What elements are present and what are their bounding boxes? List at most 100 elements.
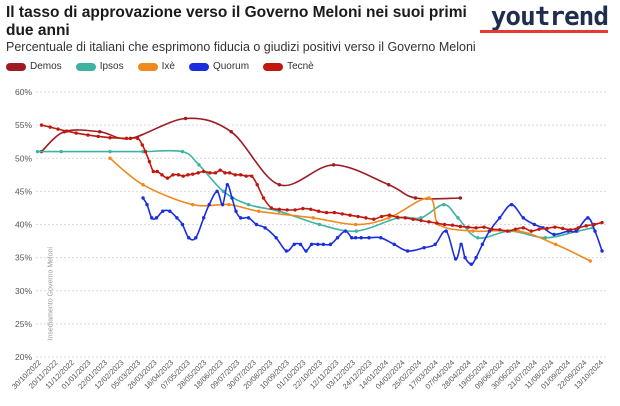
data-point-quorum: [379, 236, 383, 240]
data-point-quorum: [463, 255, 467, 260]
data-point-tecn: [387, 213, 392, 217]
data-point-quorum: [487, 229, 492, 233]
data-point-tecn: [316, 209, 321, 213]
data-point-quorum: [574, 229, 578, 233]
data-point-tecn: [505, 229, 510, 233]
data-point-demos: [183, 116, 188, 121]
data-point-quorum: [509, 202, 514, 207]
data-point-quorum: [521, 216, 526, 220]
data-point-tecn: [151, 169, 156, 174]
data-point-quorum: [292, 242, 296, 247]
data-point-tecn: [584, 224, 589, 228]
data-point-tecn: [435, 221, 439, 225]
data-point-tecn: [490, 227, 494, 231]
legend-item-quorum: Quorum: [188, 61, 250, 72]
data-point-quorum: [459, 242, 463, 247]
inauguration-annotation: Insediamento Governo Meloni: [48, 247, 55, 341]
data-point-tecn: [227, 171, 232, 175]
data-point-ix: [190, 202, 195, 207]
data-point-quorum: [201, 216, 206, 220]
data-point-tecn: [553, 225, 557, 229]
data-point-tecn: [450, 223, 455, 227]
data-point-demos: [331, 163, 336, 167]
data-point-tecn: [411, 217, 415, 221]
data-point-tecn: [171, 173, 175, 177]
data-point-quorum: [392, 242, 396, 247]
data-point-tecn: [48, 125, 52, 129]
y-tick-label: 55%: [15, 120, 32, 130]
data-point-tecn: [238, 173, 243, 177]
data-point-tecn: [65, 129, 69, 133]
data-point-tecn: [155, 169, 159, 174]
logo-underline: [480, 30, 608, 33]
data-point-quorum: [298, 242, 303, 247]
data-point-quorum: [367, 236, 371, 240]
data-point-ipsos: [221, 189, 226, 194]
data-point-quorum: [238, 216, 243, 220]
data-point-quorum: [180, 222, 185, 227]
data-point-ipsos: [317, 222, 322, 227]
y-tick-label: 35%: [15, 253, 32, 263]
data-point-demos: [229, 130, 233, 134]
chart-legend: Demos Ipsos Ixè Quorum Tecnè: [6, 61, 314, 72]
data-point-tecn: [165, 176, 170, 180]
data-point-quorum: [304, 249, 308, 253]
chart-subtitle: Percentuale di italiani che esprimono fi…: [6, 40, 476, 54]
y-tick-label: 40%: [15, 220, 32, 230]
data-point-quorum: [263, 226, 267, 230]
data-point-tecn: [124, 136, 129, 141]
data-point-tecn: [403, 216, 407, 220]
data-point-tecn: [244, 174, 248, 178]
data-point-quorum: [194, 236, 198, 240]
data-point-tecn: [340, 212, 344, 216]
data-point-tecn: [293, 208, 297, 212]
data-point-quorum: [480, 242, 485, 247]
legend-label: Quorum: [212, 61, 250, 72]
data-point-tecn: [545, 226, 549, 231]
data-point-quorum: [161, 209, 165, 213]
data-point-tecn: [348, 213, 352, 217]
data-point-tecn: [201, 169, 206, 174]
data-point-ipsos: [141, 149, 145, 154]
data-point-tecn: [309, 207, 313, 211]
y-tick-label: 30%: [15, 286, 32, 296]
data-point-demos: [387, 183, 391, 187]
data-point-tecn: [285, 208, 289, 212]
data-point-tecn: [474, 226, 478, 230]
legend-label: Demos: [30, 61, 62, 72]
data-point-tecn: [372, 217, 376, 221]
data-point-tecn: [186, 173, 190, 177]
data-point-ipsos: [59, 149, 63, 154]
data-point-quorum: [316, 242, 320, 247]
data-point-tecn: [86, 133, 90, 137]
data-point-quorum: [154, 216, 159, 220]
data-point-tecn: [176, 173, 181, 177]
legend-swatch: [137, 62, 158, 71]
data-point-tecn: [442, 222, 447, 227]
data-point-quorum: [353, 236, 358, 240]
y-tick-label: 60%: [15, 87, 32, 97]
data-point-tecn: [458, 224, 463, 229]
data-point-tecn: [419, 218, 423, 223]
data-point-tecn: [181, 174, 185, 178]
data-point-ix: [427, 196, 431, 200]
data-point-demos: [277, 183, 281, 187]
legend-label: Ipsos: [99, 61, 124, 72]
legend-item-demos: Demos: [6, 61, 62, 72]
data-point-tecn: [592, 222, 596, 227]
data-point-ix: [588, 259, 592, 263]
data-point-tecn: [364, 216, 368, 220]
legend-item-ix: Ixè: [137, 61, 175, 72]
data-point-quorum: [168, 209, 172, 213]
data-point-quorum: [230, 196, 234, 200]
data-point-quorum: [600, 249, 604, 253]
data-point-ix: [516, 229, 521, 233]
data-point-quorum: [422, 245, 426, 250]
data-point-tecn: [261, 196, 266, 200]
data-point-quorum: [234, 209, 238, 213]
data-point-quorum: [225, 183, 230, 187]
data-point-quorum: [586, 216, 590, 220]
data-point-tecn: [332, 210, 337, 215]
chart-title: Il tasso di approvazione verso il Govern…: [6, 4, 467, 39]
